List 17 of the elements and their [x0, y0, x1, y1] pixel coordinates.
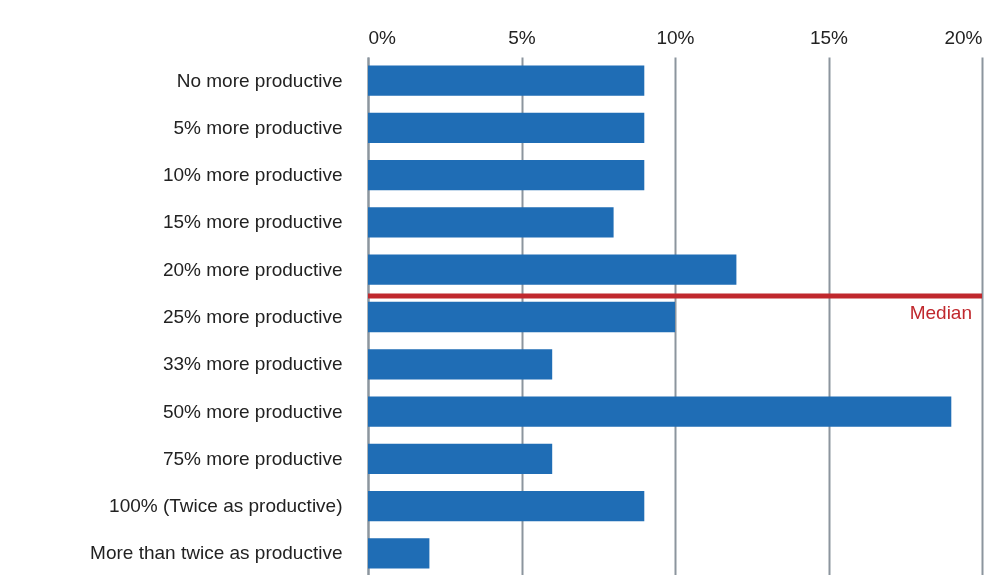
y-tick-label: 15% more productive: [162, 211, 343, 233]
x-tick-label: 5%: [508, 26, 536, 48]
y-tick-label: 20% more productive: [162, 258, 343, 280]
x-tick-label: 15%: [809, 26, 849, 48]
y-tick-label: No more productive: [176, 69, 343, 91]
x-tick-label: 10%: [656, 26, 695, 48]
x-tick-label: 0%: [368, 26, 397, 48]
y-tick-label: 100% (Twice as productive): [109, 495, 343, 517]
x-tick-label: 20%: [944, 26, 983, 48]
ref-line-label: Median: [909, 302, 972, 324]
y-tick-label: 25% more productive: [162, 306, 343, 327]
y-tick-label: 5% more productive: [173, 116, 343, 138]
y-tick-label: 33% more productive: [162, 353, 343, 375]
y-tick-label: 50% more productive: [162, 400, 343, 422]
y-tick-label: 75% more productive: [162, 447, 343, 469]
y-tick-label: More than twice as productive: [90, 542, 343, 564]
y-tick-label: 10% more productive: [162, 164, 343, 186]
